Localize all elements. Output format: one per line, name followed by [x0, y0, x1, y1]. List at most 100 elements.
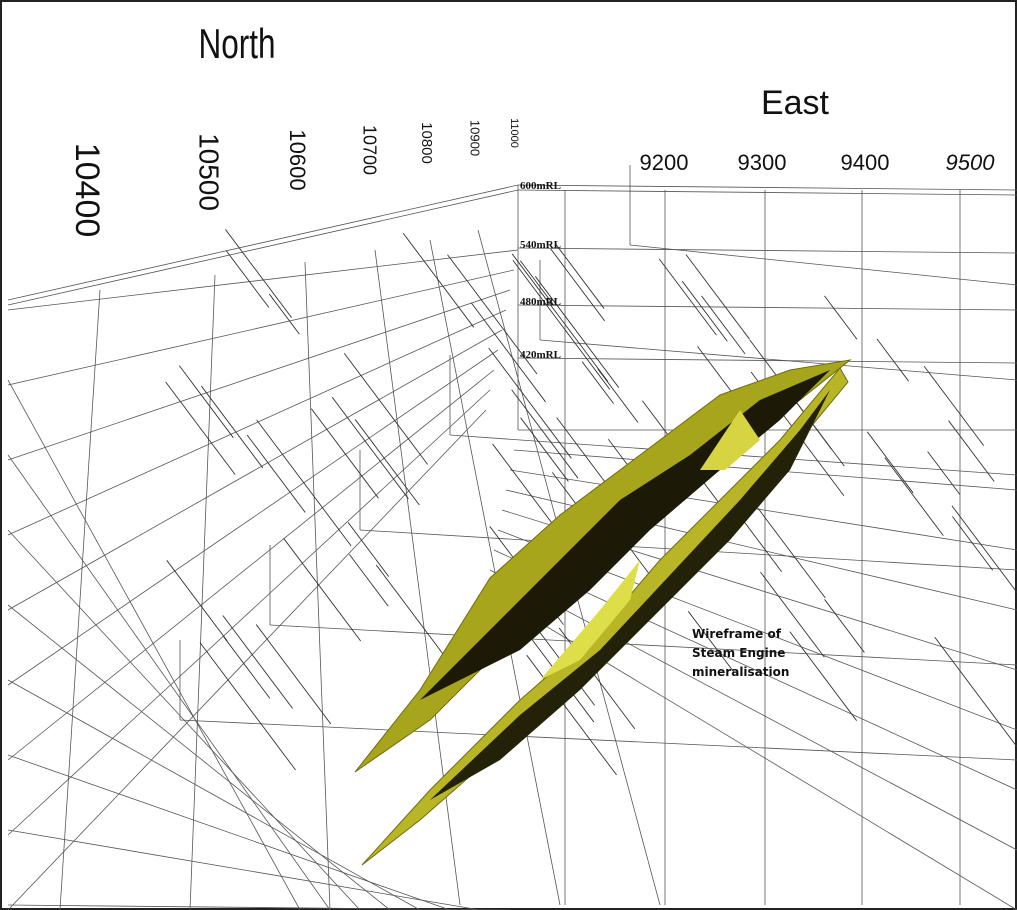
- drill-hole: [927, 451, 961, 495]
- drill-hole: [447, 254, 538, 375]
- grid-line: [7, 379, 301, 910]
- grid-line: [7, 189, 519, 306]
- drill-hole: [225, 250, 270, 308]
- drill-hole: [951, 505, 1017, 594]
- north-label: 10500: [194, 133, 225, 211]
- grid-line: [629, 244, 1017, 286]
- drill-hole: [222, 615, 293, 709]
- grid-line: [59, 289, 101, 910]
- drill-hole: [520, 417, 569, 482]
- drill-hole: [757, 507, 826, 599]
- drill-hole: [824, 599, 865, 653]
- north-label: 10400: [68, 143, 106, 238]
- drill-hole: [283, 537, 362, 642]
- grid-line: [489, 569, 1017, 851]
- grid-line: [7, 829, 481, 910]
- grid-line: [517, 304, 1017, 311]
- east-label: 9300: [738, 150, 787, 175]
- north-label: 10700: [359, 125, 379, 175]
- drill-hole: [255, 624, 332, 725]
- north-label: 10800: [418, 122, 435, 164]
- drill-hole: [866, 431, 914, 494]
- drill-hole: [519, 260, 554, 306]
- drill-hole: [354, 419, 420, 506]
- drill-hole: [789, 631, 857, 721]
- drill-hole: [550, 248, 606, 322]
- drill-hole: [511, 253, 609, 382]
- drill-hole: [225, 229, 293, 319]
- grid-line: [7, 289, 511, 461]
- drill-hole: [681, 280, 728, 342]
- drill-hole: [348, 554, 389, 607]
- north-title: North: [198, 20, 275, 68]
- drill-hole: [749, 339, 845, 467]
- grid-line: [189, 274, 216, 910]
- drill-hole: [512, 259, 611, 390]
- grid-line: [7, 309, 507, 536]
- east-label: 9400: [841, 150, 890, 175]
- drill-hole: [597, 368, 639, 423]
- grid-line: [539, 339, 1017, 381]
- north-label: 11000: [508, 118, 520, 148]
- elevation-label: 540mRL: [520, 239, 561, 251]
- grid-line: [7, 369, 495, 761]
- annotation-line: Wireframe of: [692, 627, 782, 641]
- drill-hole: [246, 434, 306, 513]
- drill-hole: [581, 361, 614, 404]
- drill-hole: [268, 293, 300, 335]
- north-label: 10900: [468, 120, 483, 156]
- drill-hole: [402, 233, 475, 328]
- drill-hole: [952, 516, 994, 571]
- grid-line: [517, 184, 1017, 191]
- grid-line: [7, 679, 421, 910]
- drill-hole: [165, 381, 236, 475]
- grid-line: [7, 754, 451, 910]
- east-label: 9500: [946, 150, 996, 175]
- drill-hole: [488, 347, 572, 459]
- drill-hole: [824, 295, 858, 340]
- grid-line: [429, 239, 561, 906]
- drill-hole: [178, 365, 234, 439]
- drill-hole: [526, 654, 617, 776]
- drill-hole: [347, 522, 390, 577]
- drill-hole: [166, 560, 228, 642]
- drill-hole: [760, 571, 825, 658]
- drill-hole: [948, 420, 995, 482]
- wireframe: [354, 359, 852, 866]
- grid-line: [304, 261, 331, 910]
- grid-line: [517, 357, 1017, 364]
- drill-hole: [223, 636, 271, 699]
- grid-line: [7, 349, 499, 686]
- drill-hole: [934, 636, 1017, 748]
- drill-hole: [511, 389, 579, 479]
- drill-hole: [685, 254, 750, 340]
- grid-line: [7, 904, 511, 910]
- annotation-line: Steam Engine: [692, 646, 785, 660]
- grid-line: [517, 189, 1017, 196]
- east-label: 9200: [640, 150, 689, 175]
- elevation-label: 420mRL: [520, 349, 561, 361]
- drill-hole: [884, 457, 944, 536]
- grid-line: [509, 469, 1017, 551]
- drill-hole: [534, 276, 620, 388]
- drill-hole: [201, 385, 264, 469]
- grid-line: [7, 184, 519, 301]
- elevation-label: 600mRL: [520, 180, 561, 192]
- drill-hole: [310, 408, 379, 499]
- annotation-line: mineralisation: [692, 665, 789, 679]
- north-label: 10600: [285, 129, 310, 190]
- grid-line: [179, 719, 1017, 761]
- east-title: East: [761, 84, 830, 122]
- drill-hole: [687, 611, 735, 673]
- drill-hole: [554, 243, 605, 309]
- drill-hole: [199, 642, 296, 771]
- labels: North East Wireframe of Steam Engine mine…: [68, 20, 995, 679]
- grid-line: [7, 454, 331, 910]
- elevation-label: 480mRL: [520, 296, 561, 308]
- grid-line: [7, 389, 491, 836]
- grid-line: [7, 604, 391, 910]
- drill-hole: [343, 352, 428, 465]
- drill-hole: [658, 258, 717, 336]
- grid-line: [7, 329, 503, 611]
